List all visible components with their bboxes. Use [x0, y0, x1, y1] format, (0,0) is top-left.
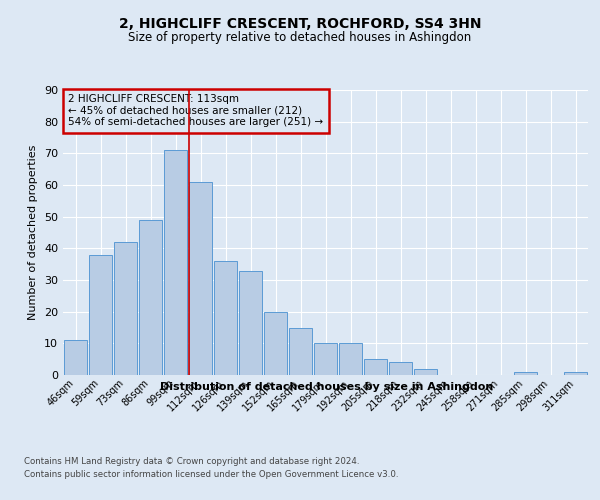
Text: Contains public sector information licensed under the Open Government Licence v3: Contains public sector information licen… [24, 470, 398, 479]
Bar [389, 362, 412, 375]
Bar [214, 261, 237, 375]
Bar [314, 344, 337, 375]
Bar [139, 220, 162, 375]
Bar [564, 372, 587, 375]
Bar [239, 270, 262, 375]
Text: Size of property relative to detached houses in Ashingdon: Size of property relative to detached ho… [128, 31, 472, 44]
Text: Contains HM Land Registry data © Crown copyright and database right 2024.: Contains HM Land Registry data © Crown c… [24, 458, 359, 466]
Bar [114, 242, 137, 375]
Text: 2 HIGHCLIFF CRESCENT: 113sqm
← 45% of detached houses are smaller (212)
54% of s: 2 HIGHCLIFF CRESCENT: 113sqm ← 45% of de… [68, 94, 323, 128]
Bar [514, 372, 537, 375]
Bar [289, 328, 312, 375]
Bar [339, 344, 362, 375]
Bar [164, 150, 187, 375]
Text: 2, HIGHCLIFF CRESCENT, ROCHFORD, SS4 3HN: 2, HIGHCLIFF CRESCENT, ROCHFORD, SS4 3HN [119, 18, 481, 32]
Bar [364, 359, 387, 375]
Text: Distribution of detached houses by size in Ashingdon: Distribution of detached houses by size … [160, 382, 494, 392]
Y-axis label: Number of detached properties: Number of detached properties [28, 145, 38, 320]
Bar [189, 182, 212, 375]
Bar [414, 368, 437, 375]
Bar [64, 340, 87, 375]
Bar [89, 254, 112, 375]
Bar [264, 312, 287, 375]
